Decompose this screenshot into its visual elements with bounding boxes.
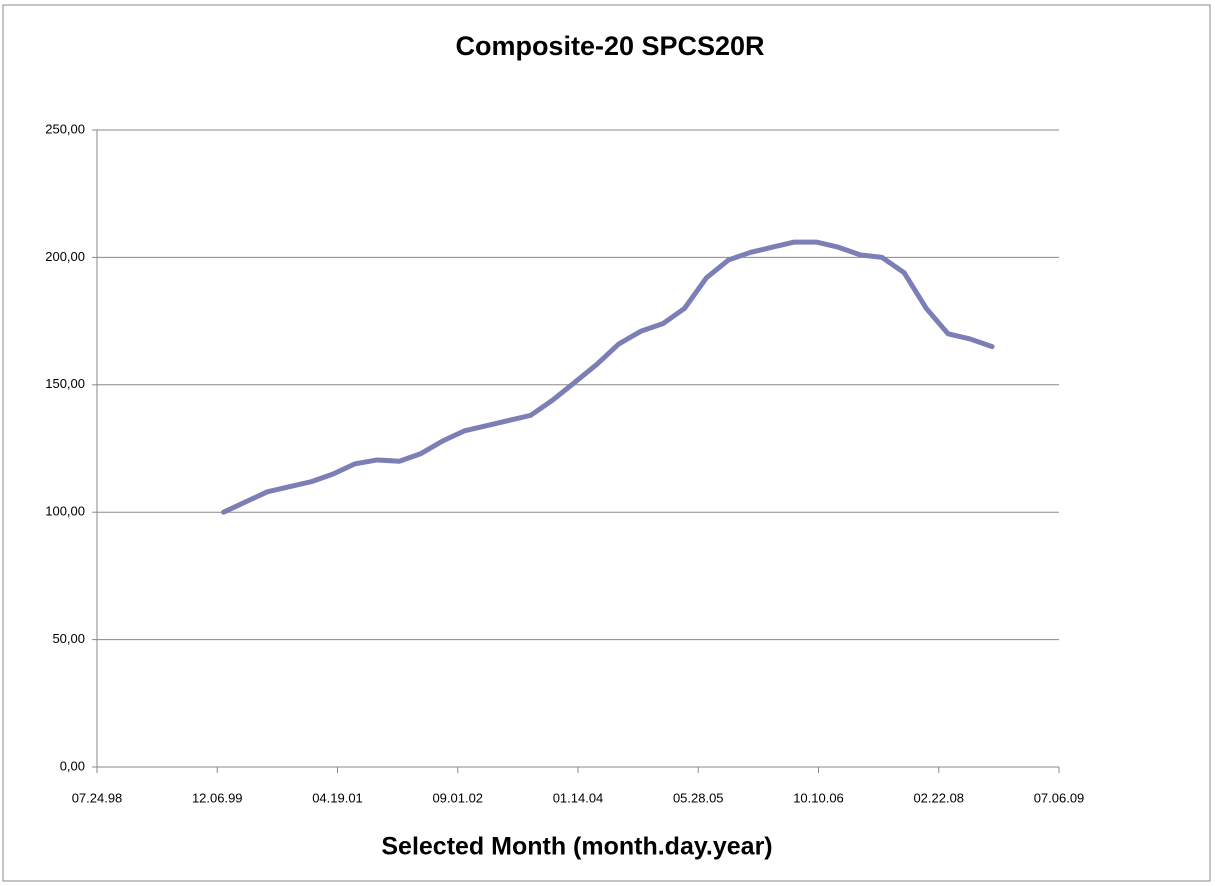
x-tick-label: 02.22.08	[913, 790, 964, 805]
y-tick-label: 250,00	[45, 121, 85, 136]
x-tick-label: 01.14.04	[553, 790, 604, 805]
x-tick-label: 05.28.05	[673, 790, 724, 805]
y-tick-label: 0,00	[60, 758, 85, 773]
x-axis-label: Selected Month (month.day.year)	[381, 833, 772, 861]
x-tick-label: 09.01.02	[432, 790, 483, 805]
x-tick-label: 04.19.01	[312, 790, 363, 805]
y-tick-label: 100,00	[45, 504, 85, 519]
y-tick-label: 50,00	[52, 631, 85, 646]
data-line	[221, 239, 995, 515]
y-tick-label: 200,00	[45, 249, 85, 264]
x-tick-label: 10.10.06	[793, 790, 844, 805]
x-tick-label: 07.24.98	[72, 790, 123, 805]
chart-frame	[2, 4, 1211, 882]
x-tick-label: 07.06.09	[1034, 790, 1085, 805]
chart-title: Composite-20 SPCS20R	[455, 31, 764, 61]
x-tick-label: 12.06.99	[192, 790, 243, 805]
y-tick-label: 150,00	[45, 376, 85, 391]
